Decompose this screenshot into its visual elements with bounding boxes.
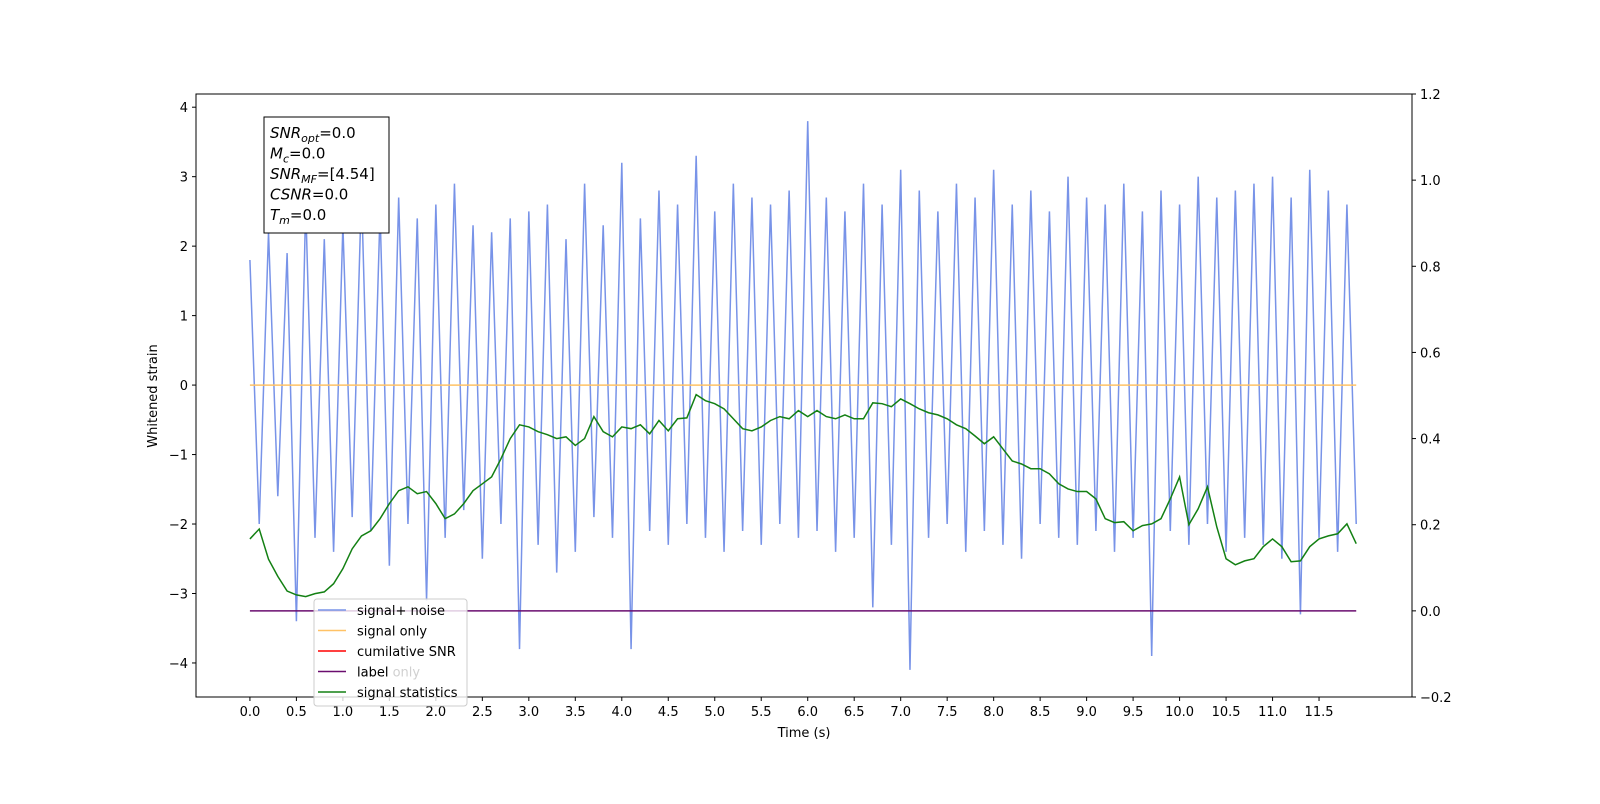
- y2-tick-label: −0.2: [1420, 691, 1452, 706]
- annotation-subscript: m: [279, 214, 290, 227]
- annotation-subscript: MF: [301, 173, 317, 186]
- x-tick-label: 6.5: [844, 705, 865, 720]
- annotation-symbol: T: [270, 206, 281, 224]
- y2-tick-label: 1.0: [1420, 174, 1441, 189]
- y-tick-label: 1: [180, 310, 188, 325]
- annotation-symbol: SNR: [270, 124, 301, 142]
- legend-label: signal+ noise: [357, 604, 445, 619]
- x-tick-label: 2.0: [426, 705, 447, 720]
- x-tick-label: 3.5: [565, 705, 586, 720]
- annotation-value: =0.0: [312, 186, 348, 204]
- legend-label: signal only: [357, 625, 427, 640]
- legend-label: signal statistics: [357, 686, 458, 701]
- x-tick-label: 5.5: [751, 705, 772, 720]
- annotation-symbol: CSNR: [270, 186, 312, 204]
- x-tick-label: 1.0: [333, 705, 354, 720]
- y-tick-label: −3: [169, 587, 188, 602]
- annotation-line: SNRMF=[4.54]: [270, 165, 375, 186]
- annotation-value: =0.0: [290, 206, 326, 224]
- y2-tick-label: 1.2: [1420, 88, 1441, 103]
- annotation-value: =0.0: [289, 145, 325, 163]
- x-tick-label: 9.0: [1076, 705, 1097, 720]
- x-tick-label: 0.0: [240, 705, 261, 720]
- annotation-line: SNRopt=0.0: [270, 124, 356, 145]
- annotation-box: SNRopt=0.0Mc=0.0SNRMF=[4.54]CSNR=0.0Tm=0…: [263, 116, 390, 234]
- x-tick-label: 10.5: [1212, 705, 1241, 720]
- annotation-subscript: c: [283, 153, 289, 166]
- annotation-symbol: SNR: [270, 165, 301, 183]
- series-line: [249, 393, 1357, 598]
- x-tick-label: 0.5: [286, 705, 307, 720]
- x-tick-label: 8.0: [983, 705, 1004, 720]
- y-axis-label: Whitened strain: [146, 344, 161, 447]
- x-tick-label: 6.0: [797, 705, 818, 720]
- y-tick-label: 0: [180, 379, 188, 394]
- y2-tick-label: 0.4: [1420, 433, 1441, 448]
- x-tick-label: 1.5: [379, 705, 400, 720]
- x-tick-label: 4.0: [611, 705, 632, 720]
- x-tick-label: 2.5: [472, 705, 493, 720]
- x-tick-label: 9.5: [1123, 705, 1144, 720]
- annotation-symbol: M: [270, 145, 283, 163]
- x-tick-label: 11.5: [1305, 705, 1334, 720]
- y2-tick-label: 0.2: [1420, 519, 1441, 534]
- y-tick-label: 3: [180, 171, 188, 186]
- legend-label: label: [357, 666, 388, 681]
- y-tick-label: 4: [180, 101, 188, 116]
- y-tick-label: 2: [180, 240, 188, 255]
- annotation-line: Tm=0.0: [270, 206, 326, 227]
- y-tick-label: −1: [169, 449, 188, 464]
- legend: label only signal+ noise signal only cumila…: [313, 598, 468, 707]
- legend-frame: [313, 598, 468, 707]
- annotation-line: CSNR=0.0: [270, 186, 348, 204]
- y-tick-label: −2: [169, 518, 188, 533]
- x-tick-label: 10.0: [1165, 705, 1194, 720]
- annotation-value: =[4.54]: [317, 165, 375, 183]
- y2-tick-label: 0.0: [1420, 605, 1441, 620]
- x-tick-label: 5.0: [704, 705, 725, 720]
- x-tick-label: 8.5: [1030, 705, 1051, 720]
- annotation-line: Mc=0.0: [270, 145, 325, 166]
- annotation-subscript: opt: [301, 132, 320, 145]
- annotation-frame: [263, 116, 390, 234]
- legend-label: cumilative SNR: [357, 645, 456, 660]
- y2-tick-label: 0.8: [1420, 260, 1441, 275]
- annotation-value: =0.0: [319, 124, 355, 142]
- x-axis-label: Time (s): [777, 726, 831, 741]
- y2-tick-label: 0.6: [1420, 346, 1441, 361]
- x-tick-label: 7.5: [937, 705, 958, 720]
- legend-label: label only: [357, 666, 420, 681]
- x-tick-label: 7.0: [890, 705, 911, 720]
- x-tick-label: 3.0: [518, 705, 539, 720]
- plot-frame: [195, 93, 1413, 698]
- x-tick-label: 4.5: [658, 705, 679, 720]
- series-line: [249, 121, 1357, 670]
- x-tick-label: 11.0: [1258, 705, 1287, 720]
- y-tick-label: −4: [169, 657, 188, 672]
